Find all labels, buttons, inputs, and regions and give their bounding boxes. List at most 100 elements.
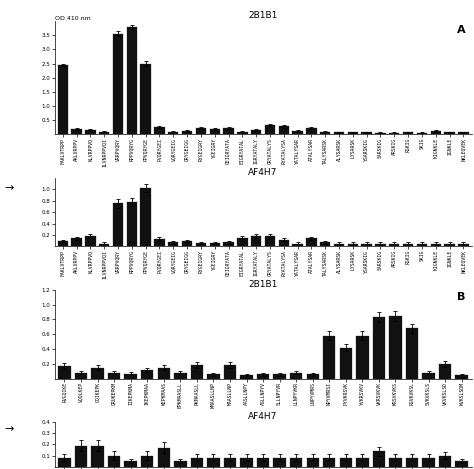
- Bar: [91, 368, 104, 379]
- Bar: [99, 131, 109, 134]
- Bar: [155, 239, 164, 246]
- Bar: [240, 458, 253, 467]
- Bar: [72, 238, 82, 246]
- Bar: [439, 364, 451, 379]
- Bar: [340, 458, 352, 467]
- Bar: [141, 370, 154, 379]
- Bar: [273, 458, 286, 467]
- Bar: [91, 446, 104, 467]
- Bar: [389, 243, 400, 246]
- Bar: [196, 128, 206, 134]
- Bar: [174, 461, 186, 467]
- Bar: [430, 243, 441, 246]
- Bar: [72, 129, 82, 134]
- Bar: [240, 375, 253, 379]
- Bar: [444, 243, 455, 246]
- Bar: [458, 243, 468, 246]
- Bar: [157, 368, 170, 379]
- Bar: [99, 243, 109, 246]
- Bar: [347, 243, 358, 246]
- Bar: [307, 458, 319, 467]
- Bar: [389, 458, 401, 467]
- Bar: [340, 348, 352, 379]
- Bar: [389, 133, 400, 134]
- Bar: [182, 131, 192, 134]
- Bar: [422, 373, 435, 379]
- Bar: [191, 365, 203, 379]
- Bar: [417, 133, 427, 134]
- Bar: [292, 243, 303, 246]
- Bar: [439, 455, 451, 467]
- Bar: [157, 448, 170, 467]
- Bar: [108, 455, 120, 467]
- Bar: [127, 202, 137, 246]
- Bar: [334, 243, 344, 246]
- Bar: [113, 204, 123, 246]
- Bar: [207, 458, 219, 467]
- Bar: [406, 458, 418, 467]
- Bar: [223, 242, 234, 246]
- Bar: [58, 242, 68, 246]
- Bar: [58, 65, 68, 134]
- Bar: [279, 240, 289, 246]
- Bar: [403, 132, 413, 134]
- Bar: [127, 27, 137, 134]
- Bar: [223, 128, 234, 134]
- Bar: [406, 328, 418, 379]
- Bar: [362, 132, 372, 134]
- Bar: [444, 132, 455, 134]
- Bar: [210, 243, 220, 246]
- Bar: [334, 132, 344, 134]
- Bar: [168, 131, 179, 134]
- Bar: [403, 243, 413, 246]
- Bar: [456, 461, 468, 467]
- Text: B: B: [457, 293, 465, 303]
- Bar: [265, 125, 275, 134]
- Bar: [237, 238, 247, 246]
- Bar: [389, 316, 401, 379]
- Bar: [75, 373, 87, 379]
- Bar: [306, 128, 317, 134]
- Bar: [323, 458, 336, 467]
- Bar: [320, 242, 330, 246]
- Bar: [279, 127, 289, 134]
- Text: A: A: [457, 24, 465, 35]
- Bar: [362, 243, 372, 246]
- Text: OD 410 nm: OD 410 nm: [55, 16, 90, 22]
- Bar: [347, 132, 358, 134]
- Bar: [140, 188, 151, 246]
- Bar: [58, 366, 71, 379]
- Bar: [422, 458, 435, 467]
- Title: AF4H7: AF4H7: [248, 412, 278, 421]
- Bar: [257, 458, 269, 467]
- Bar: [85, 236, 96, 246]
- Bar: [373, 451, 385, 467]
- Text: →: →: [5, 424, 14, 434]
- Bar: [210, 129, 220, 134]
- Bar: [375, 243, 386, 246]
- Bar: [224, 458, 236, 467]
- Bar: [356, 458, 369, 467]
- Bar: [75, 446, 87, 467]
- Bar: [290, 458, 302, 467]
- Bar: [85, 129, 96, 134]
- Bar: [456, 375, 468, 379]
- Bar: [292, 131, 303, 134]
- Bar: [155, 127, 164, 134]
- Title: 2B1B1: 2B1B1: [248, 280, 278, 289]
- Bar: [273, 374, 286, 379]
- Bar: [125, 374, 137, 379]
- Bar: [323, 336, 336, 379]
- Bar: [182, 241, 192, 246]
- Bar: [306, 238, 317, 246]
- Bar: [140, 64, 151, 134]
- Bar: [458, 132, 468, 134]
- Bar: [174, 373, 186, 379]
- Bar: [108, 373, 120, 379]
- Bar: [375, 133, 386, 134]
- Bar: [125, 461, 137, 467]
- Bar: [417, 243, 427, 246]
- Text: →: →: [5, 183, 14, 193]
- Bar: [430, 131, 441, 134]
- Bar: [141, 455, 154, 467]
